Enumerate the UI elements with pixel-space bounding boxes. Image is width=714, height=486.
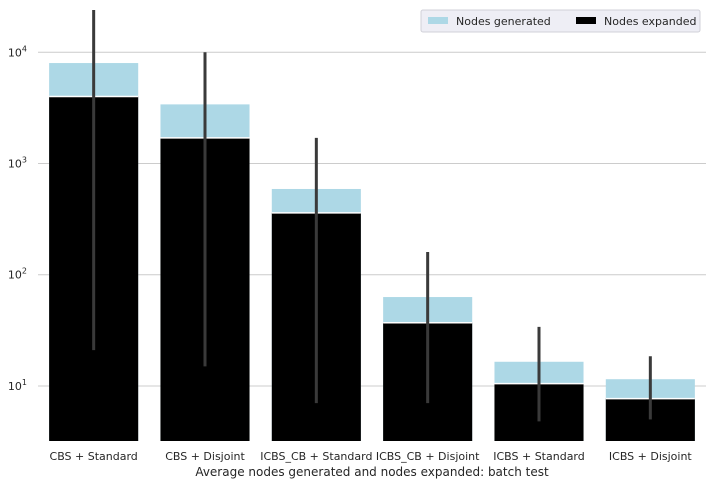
legend-frame: [420, 9, 701, 33]
x-axis-label: Average nodes generated and nodes expand…: [195, 465, 549, 479]
grid-lines: [38, 51, 706, 387]
x-tick-label-3: ICBS_CB + Disjoint: [376, 450, 480, 463]
x-tick-label-2: ICBS_CB + Standard: [260, 450, 372, 463]
legend-label-nodes-expanded: Nodes expanded: [604, 15, 696, 28]
legend[interactable]: Nodes generated Nodes expanded: [420, 9, 701, 33]
error-bars: [92, 9, 652, 422]
legend-label-nodes-generated: Nodes generated: [456, 15, 551, 28]
y-tick-label-3: 104: [8, 44, 27, 59]
legend-swatch-nodes-expanded: [576, 17, 596, 24]
y-tick-label-2: 103: [8, 155, 27, 170]
x-tick-labels: CBS + Standard CBS + Disjoint ICBS_CB + St…: [50, 450, 693, 463]
y-tick-labels: 101 102 103 104: [8, 44, 27, 393]
y-tick-label-0: 101: [8, 378, 27, 393]
legend-swatch-nodes-generated: [428, 17, 448, 24]
series-nodes-expanded: [49, 95, 695, 442]
x-tick-label-0: CBS + Standard: [50, 450, 138, 463]
x-tick-label-4: ICBS + Standard: [493, 450, 585, 463]
x-tick-label-1: CBS + Disjoint: [165, 450, 245, 463]
series-nodes-generated: [49, 63, 695, 442]
x-tick-label-5: ICBS + Disjoint: [609, 450, 693, 463]
y-tick-label-1: 102: [8, 267, 27, 282]
